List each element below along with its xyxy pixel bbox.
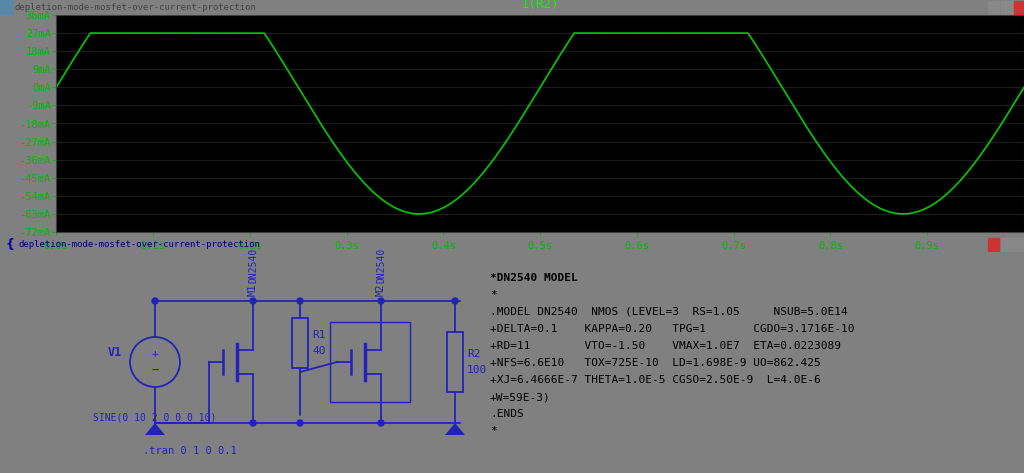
Text: −: − [152,363,159,377]
Text: M2: M2 [376,283,386,296]
Bar [330,322,410,402]
Circle shape [378,420,384,426]
Bar [1014,1,1024,14]
Bar [988,238,999,251]
Text: .MODEL DN2540  NMOS (LEVEL=3  RS=1.05     NSUB=5.0E14: .MODEL DN2540 NMOS (LEVEL=3 RS=1.05 NSUB… [490,307,848,317]
Text: depletion-mode-mosfet-over-current-protection: depletion-mode-mosfet-over-current-prote… [18,240,260,249]
Text: SINE(0 10 2 0 0 0 10): SINE(0 10 2 0 0 0 10) [93,412,217,422]
Bar [1001,1,1013,14]
Text: DN2540: DN2540 [376,248,386,283]
Circle shape [452,298,458,304]
Text: DN2540: DN2540 [248,248,258,283]
Bar [1014,238,1024,251]
Text: I(R2): I(R2) [521,0,559,11]
Text: +: + [152,349,159,359]
Text: +W=59E-3): +W=59E-3) [490,392,551,402]
Text: +NFS=6.6E10   TOX=725E-10  LD=1.698E-9 UO=862.425: +NFS=6.6E10 TOX=725E-10 LD=1.698E-9 UO=8… [490,358,821,368]
Text: R2: R2 [467,349,480,359]
Circle shape [152,298,158,304]
Polygon shape [445,423,465,435]
Text: 100: 100 [467,365,487,375]
Circle shape [378,298,384,304]
Text: R1: R1 [312,330,326,340]
Text: +RD=11        VTO=-1.50    VMAX=1.0E7  ETA=0.0223089: +RD=11 VTO=-1.50 VMAX=1.0E7 ETA=0.022308… [490,341,841,351]
Bar [447,332,463,392]
Bar [988,1,999,14]
Bar [0,0,12,15]
Bar [292,318,308,368]
Text: {: { [5,238,14,251]
Text: +DELTA=0.1    KAPPA=0.20   TPG=1       CGDO=3.1716E-10: +DELTA=0.1 KAPPA=0.20 TPG=1 CGDO=3.1716E… [490,324,854,334]
Text: *DN2540 MODEL: *DN2540 MODEL [490,273,578,283]
Text: *: * [490,426,497,436]
Circle shape [250,420,256,426]
Text: depletion-mode-mosfet-over-current-protection: depletion-mode-mosfet-over-current-prote… [14,3,256,12]
Circle shape [297,420,303,426]
Bar [1001,238,1013,251]
Text: 40: 40 [312,346,326,356]
Circle shape [297,298,303,304]
Circle shape [250,298,256,304]
Text: V1: V1 [108,345,122,359]
Text: +XJ=6.4666E-7 THETA=1.0E-5 CGSO=2.50E-9  L=4.0E-6: +XJ=6.4666E-7 THETA=1.0E-5 CGSO=2.50E-9 … [490,375,821,385]
Text: .tran 0 1 0 0.1: .tran 0 1 0 0.1 [143,446,237,456]
Text: .ENDS: .ENDS [490,409,523,419]
Polygon shape [145,423,165,435]
Text: M1: M1 [248,283,258,296]
Text: *: * [490,290,497,300]
